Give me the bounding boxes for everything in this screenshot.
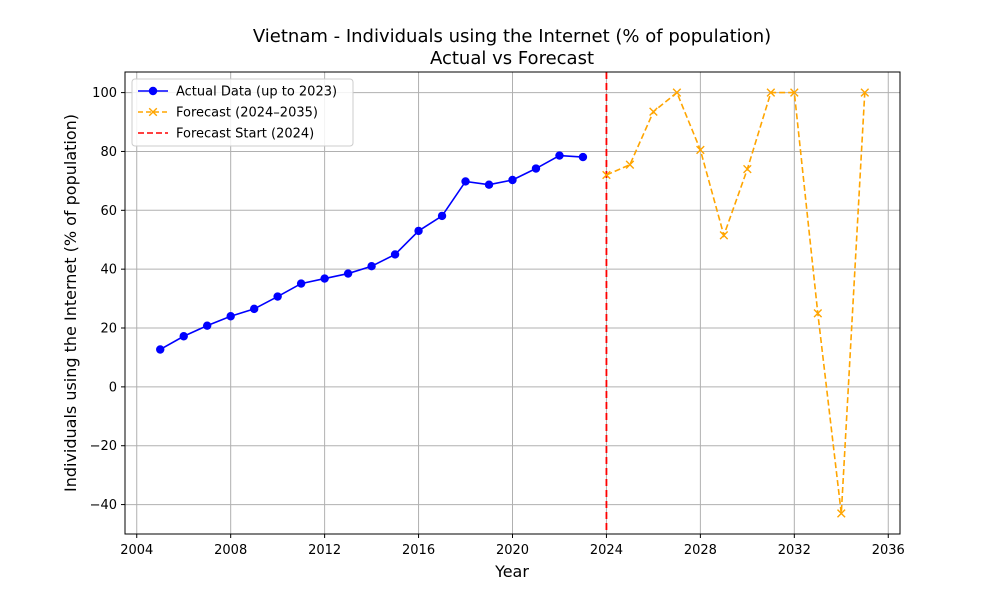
actual-point xyxy=(390,250,400,259)
forecast-point xyxy=(743,164,752,174)
forecast-point xyxy=(860,88,870,97)
legend-forecast-marker xyxy=(148,107,158,117)
forecast-line xyxy=(606,91,866,514)
forecast-point xyxy=(766,88,776,97)
y-tick-label: 60 xyxy=(100,204,117,219)
forecast-point xyxy=(602,170,611,180)
actual-point xyxy=(179,332,188,341)
y-tick-label: 100 xyxy=(92,86,117,101)
actual-point xyxy=(578,152,588,162)
x-tick-label: 2004 xyxy=(120,543,153,558)
chart-title: Vietnam - Individuals using the Internet… xyxy=(253,26,771,47)
actual-point xyxy=(156,345,165,354)
x-axis: 2004 2008 2012 2016 2020 2024 2028 2032 2036 xyxy=(120,534,905,558)
x-tick-label: 2012 xyxy=(308,543,341,558)
actual-point xyxy=(414,226,423,236)
forecast-point xyxy=(625,160,635,169)
forecast-series xyxy=(602,88,870,518)
actual-point xyxy=(202,321,212,330)
actual-point xyxy=(555,151,564,160)
actual-point xyxy=(437,211,447,221)
y-tick-label: −40 xyxy=(90,498,117,513)
series-layer xyxy=(156,88,870,518)
legend: Actual Data (up to 2023) Forecast (2024–2… xyxy=(131,78,354,147)
actual-point xyxy=(343,269,353,278)
actual-point xyxy=(296,279,306,288)
actual-point xyxy=(531,164,541,173)
x-tick-label: 2032 xyxy=(778,543,811,558)
x-tick-label: 2024 xyxy=(590,543,623,558)
forecast-point xyxy=(649,107,658,117)
actual-point xyxy=(320,274,329,283)
legend-box xyxy=(131,78,354,147)
x-tick-label: 2008 xyxy=(214,543,247,558)
x-tick-label: 2028 xyxy=(684,543,717,558)
actual-point xyxy=(508,175,517,185)
actual-point xyxy=(461,177,470,186)
x-tick-label: 2036 xyxy=(872,543,905,558)
forecast-point xyxy=(790,88,799,97)
forecast-point xyxy=(836,509,846,518)
forecast-point xyxy=(719,231,729,240)
legend-forecast-start-label: Forecast Start (2024) xyxy=(176,127,314,142)
actual-point xyxy=(484,180,494,189)
y-tick-label: −20 xyxy=(90,439,117,454)
y-axis-label: Individuals using the Internet (% of pop… xyxy=(61,114,80,492)
y-tick-label: 0 xyxy=(109,380,117,395)
y-tick-label: 80 xyxy=(100,145,117,160)
actual-point xyxy=(367,262,376,271)
chart-subtitle: Actual vs Forecast xyxy=(430,48,594,69)
actual-point xyxy=(273,292,282,301)
legend-actual-label: Actual Data (up to 2023) xyxy=(176,85,337,100)
x-tick-label: 2020 xyxy=(496,543,529,558)
y-axis: −40 −20 0 20 40 60 80 100 xyxy=(90,86,125,513)
y-tick-label: 20 xyxy=(100,322,117,337)
forecast-point xyxy=(813,309,823,318)
x-tick-label: 2016 xyxy=(402,543,435,558)
grid xyxy=(125,72,900,534)
forecast-point xyxy=(696,145,705,155)
y-tick-label: 40 xyxy=(100,263,117,278)
actual-point xyxy=(249,304,259,314)
actual-series xyxy=(156,151,588,354)
forecast-point xyxy=(672,88,682,97)
x-axis-label: Year xyxy=(494,562,529,581)
legend-forecast-label: Forecast (2024–2035) xyxy=(176,106,318,121)
legend-actual-marker xyxy=(148,86,158,96)
actual-point xyxy=(226,312,235,321)
